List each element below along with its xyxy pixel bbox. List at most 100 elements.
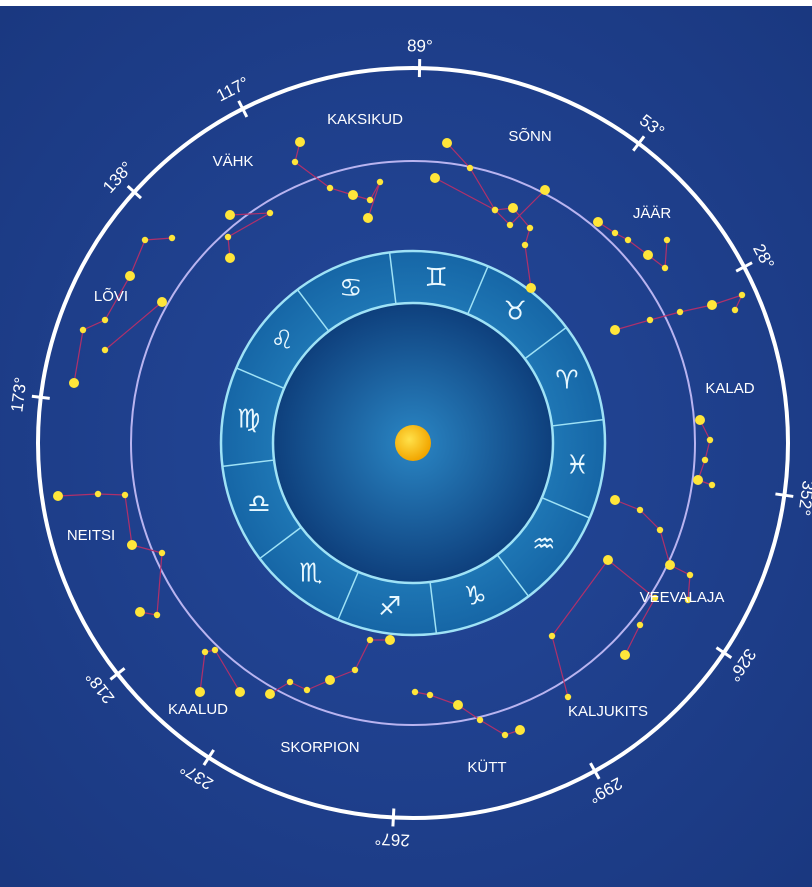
star bbox=[348, 190, 358, 200]
star bbox=[610, 495, 620, 505]
constellation-name: KÜTT bbox=[467, 758, 506, 776]
star bbox=[565, 694, 571, 700]
star bbox=[492, 207, 498, 213]
constellation-name: VEEVALAJA bbox=[640, 589, 725, 606]
star bbox=[707, 300, 717, 310]
star bbox=[367, 197, 373, 203]
star bbox=[225, 253, 235, 263]
constellation-name: LÕVI bbox=[94, 288, 128, 305]
star bbox=[195, 687, 205, 697]
star bbox=[225, 234, 231, 240]
star bbox=[693, 475, 703, 485]
degree-label: 267° bbox=[374, 829, 410, 850]
zodiac-symbol: ♒ bbox=[532, 530, 555, 560]
star bbox=[427, 692, 433, 698]
star bbox=[657, 527, 663, 533]
star bbox=[702, 457, 708, 463]
star bbox=[154, 612, 160, 618]
star bbox=[739, 292, 745, 298]
constellation-name: VÄHK bbox=[213, 153, 254, 170]
star bbox=[507, 222, 513, 228]
star bbox=[637, 507, 643, 513]
zodiac-symbol: ♑ bbox=[464, 581, 487, 611]
star bbox=[467, 165, 473, 171]
star bbox=[637, 622, 643, 628]
zodiac-symbol: ♊ bbox=[424, 263, 447, 293]
constellation-name: KALJUKITS bbox=[568, 703, 648, 720]
star bbox=[287, 679, 293, 685]
star bbox=[477, 717, 483, 723]
star bbox=[430, 173, 440, 183]
star bbox=[664, 237, 670, 243]
zodiac-symbol: ♓ bbox=[566, 451, 589, 481]
star bbox=[122, 492, 128, 498]
star bbox=[515, 725, 525, 735]
constellation-name: SKORPION bbox=[280, 739, 359, 756]
star bbox=[620, 650, 630, 660]
zodiac-symbol: ♈ bbox=[555, 365, 578, 395]
star bbox=[157, 297, 167, 307]
star bbox=[325, 675, 335, 685]
star bbox=[159, 550, 165, 556]
star bbox=[225, 210, 235, 220]
star bbox=[169, 235, 175, 241]
star bbox=[265, 689, 275, 699]
star bbox=[665, 560, 675, 570]
star bbox=[363, 213, 373, 223]
star bbox=[53, 491, 63, 501]
degree-label: 89° bbox=[407, 36, 433, 55]
star bbox=[95, 491, 101, 497]
star bbox=[327, 185, 333, 191]
star bbox=[412, 689, 418, 695]
star bbox=[202, 649, 208, 655]
star bbox=[643, 250, 653, 260]
star bbox=[235, 687, 245, 697]
star bbox=[603, 555, 613, 565]
constellation-name: SÕNN bbox=[508, 128, 551, 145]
star bbox=[612, 230, 618, 236]
constellation-name: KAKSIKUD bbox=[327, 111, 403, 128]
star bbox=[695, 415, 705, 425]
star bbox=[377, 179, 383, 185]
zodiac-symbol: ♌ bbox=[271, 325, 294, 355]
zodiac-symbol: ♏ bbox=[299, 558, 322, 588]
star bbox=[352, 667, 358, 673]
star bbox=[662, 265, 668, 271]
sun bbox=[395, 425, 431, 461]
star bbox=[732, 307, 738, 313]
zodiac-symbol: ♎ bbox=[247, 490, 270, 520]
star bbox=[304, 687, 310, 693]
star bbox=[80, 327, 86, 333]
star bbox=[687, 572, 693, 578]
star bbox=[102, 347, 108, 353]
degree-tick bbox=[393, 808, 394, 826]
star bbox=[593, 217, 603, 227]
star bbox=[527, 225, 533, 231]
zodiac-diagram: ♊♉♈♓♒♑♐♏♎♍♌♋89°53°28°352°326°299°267°237… bbox=[0, 0, 812, 887]
star bbox=[677, 309, 683, 315]
star bbox=[102, 317, 108, 323]
star bbox=[267, 210, 273, 216]
top-edge bbox=[0, 0, 812, 6]
zodiac-symbol: ♍ bbox=[237, 404, 260, 434]
star bbox=[549, 633, 555, 639]
star bbox=[367, 637, 373, 643]
zodiac-symbol: ♋ bbox=[339, 274, 362, 304]
zodiac-symbol: ♐ bbox=[378, 592, 401, 622]
star bbox=[502, 732, 508, 738]
constellation-name: NEITSI bbox=[67, 527, 115, 544]
star bbox=[707, 437, 713, 443]
star bbox=[647, 317, 653, 323]
star bbox=[526, 283, 536, 293]
star bbox=[142, 237, 148, 243]
star bbox=[522, 242, 528, 248]
constellation-name: KALAD bbox=[705, 380, 754, 397]
constellation-name: KAALUD bbox=[168, 701, 228, 718]
star bbox=[125, 271, 135, 281]
star bbox=[135, 607, 145, 617]
constellation-name: JÄÄR bbox=[633, 205, 672, 222]
star bbox=[127, 540, 137, 550]
star bbox=[540, 185, 550, 195]
star bbox=[69, 378, 79, 388]
star bbox=[212, 647, 218, 653]
